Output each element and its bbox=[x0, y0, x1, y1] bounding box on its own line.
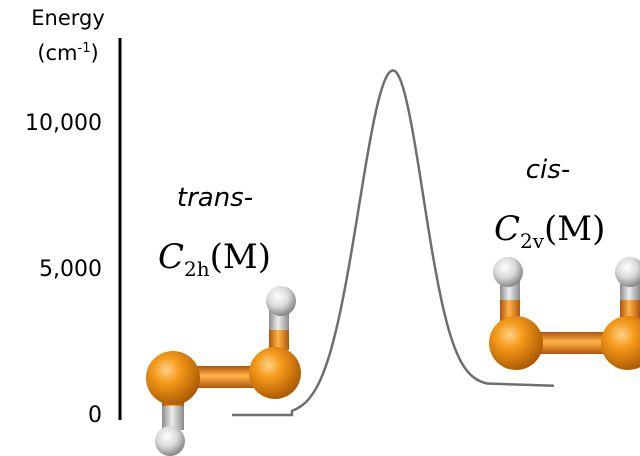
energy-profile-curve bbox=[232, 69, 555, 417]
cis-prefix: cis- bbox=[526, 155, 570, 185]
trans-hydrogen-top bbox=[266, 286, 296, 316]
axis-label-energy: Energy bbox=[31, 6, 105, 30]
cis-hydrogen-left bbox=[493, 257, 523, 287]
trans-heavy-atom-right bbox=[249, 347, 301, 399]
axis-tick-labels: 10,000 5,000 0 bbox=[25, 111, 102, 428]
axis-tick-label: 5,000 bbox=[39, 257, 102, 282]
cis-heavy-atom-right bbox=[601, 316, 640, 370]
cis-point-group: C2v(M) bbox=[494, 209, 605, 253]
trans-heavy-atom-left bbox=[146, 351, 200, 405]
cis-hydrogen-right bbox=[615, 257, 640, 287]
cis-heavy-atom-left bbox=[489, 316, 543, 370]
axis-tick-label: 10,000 bbox=[25, 111, 102, 136]
trans-molecule-model bbox=[146, 286, 301, 456]
cis-molecule-model bbox=[489, 257, 640, 370]
energy-axis: Energy (cm-1) 10,000 5,000 0 bbox=[25, 6, 122, 428]
trans-prefix: trans- bbox=[177, 183, 253, 213]
trans-isomer-label: trans- C2h(M) bbox=[158, 183, 271, 281]
axis-tick-label: 0 bbox=[88, 403, 102, 428]
trans-hydrogen-bottom bbox=[155, 426, 185, 456]
cis-isomer-label: cis- C2v(M) bbox=[494, 155, 605, 253]
axis-label-unit: (cm-1) bbox=[37, 41, 98, 65]
trans-point-group: C2h(M) bbox=[158, 237, 271, 281]
